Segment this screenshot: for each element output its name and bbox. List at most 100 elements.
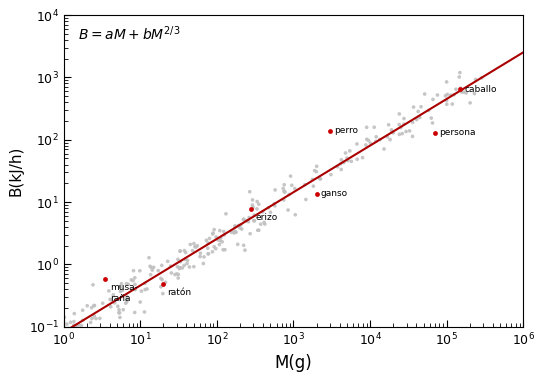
Point bbox=[383, 134, 392, 140]
Point bbox=[118, 287, 127, 293]
Point bbox=[252, 206, 261, 212]
Point bbox=[204, 251, 213, 257]
Point bbox=[148, 267, 157, 273]
Point bbox=[270, 201, 279, 207]
Point bbox=[215, 242, 224, 248]
Point bbox=[122, 280, 131, 287]
Point bbox=[171, 271, 179, 277]
Point bbox=[205, 235, 214, 241]
Point bbox=[456, 70, 464, 76]
Point bbox=[192, 244, 200, 250]
Point bbox=[280, 188, 288, 195]
Point bbox=[310, 168, 319, 174]
Point bbox=[122, 300, 130, 306]
Point bbox=[380, 146, 388, 152]
Point bbox=[193, 243, 201, 249]
Point bbox=[326, 171, 335, 177]
Point bbox=[409, 104, 418, 110]
Point bbox=[244, 218, 253, 225]
Point bbox=[117, 281, 126, 287]
Point bbox=[362, 124, 371, 130]
Point bbox=[455, 74, 464, 80]
Point bbox=[86, 320, 95, 326]
Point bbox=[159, 291, 167, 297]
Point bbox=[416, 104, 425, 110]
Point bbox=[141, 287, 149, 293]
Point bbox=[220, 232, 229, 238]
Point bbox=[143, 286, 151, 292]
Point bbox=[279, 185, 288, 192]
Point bbox=[343, 155, 351, 161]
Point bbox=[428, 120, 437, 126]
Point bbox=[280, 188, 289, 195]
Point bbox=[308, 176, 317, 182]
Point bbox=[216, 235, 225, 241]
Point bbox=[254, 227, 262, 233]
Point bbox=[285, 192, 293, 198]
Point bbox=[442, 97, 451, 103]
Point bbox=[384, 122, 393, 128]
Point bbox=[188, 248, 197, 254]
Text: ganso: ganso bbox=[321, 189, 348, 198]
Point bbox=[122, 293, 131, 299]
Point bbox=[129, 268, 138, 274]
Y-axis label: B(kJ/h): B(kJ/h) bbox=[8, 146, 23, 196]
Point bbox=[204, 245, 212, 251]
Point bbox=[233, 241, 242, 247]
Point bbox=[144, 255, 153, 261]
Point bbox=[166, 263, 175, 269]
Point bbox=[415, 114, 424, 120]
Point bbox=[270, 203, 279, 209]
Point bbox=[408, 133, 417, 139]
Point bbox=[156, 284, 165, 290]
Point bbox=[364, 138, 373, 144]
Point bbox=[249, 218, 258, 224]
Point bbox=[457, 89, 466, 95]
Point bbox=[209, 231, 217, 237]
Point bbox=[456, 86, 464, 92]
Point bbox=[462, 90, 470, 96]
Point bbox=[291, 212, 300, 218]
Point bbox=[180, 247, 188, 253]
Text: ratón: ratón bbox=[168, 288, 192, 298]
Point bbox=[106, 297, 115, 303]
Point bbox=[129, 277, 137, 283]
Point bbox=[230, 230, 238, 236]
Point bbox=[210, 226, 218, 233]
Point bbox=[77, 322, 86, 328]
Point bbox=[129, 286, 137, 292]
Point bbox=[312, 163, 321, 169]
Point bbox=[219, 228, 228, 234]
Point bbox=[402, 128, 411, 135]
Point bbox=[175, 266, 184, 272]
Point bbox=[222, 211, 230, 217]
Point bbox=[336, 161, 345, 167]
Point bbox=[386, 136, 394, 142]
Point bbox=[113, 303, 122, 309]
Point bbox=[315, 176, 324, 182]
Point bbox=[326, 128, 334, 134]
Point bbox=[291, 185, 299, 192]
Point bbox=[127, 277, 136, 283]
Point bbox=[389, 130, 397, 136]
Point bbox=[246, 231, 255, 237]
Point bbox=[146, 263, 154, 269]
Point bbox=[247, 206, 256, 212]
Point bbox=[258, 209, 267, 215]
Point bbox=[231, 224, 239, 230]
Point bbox=[181, 249, 190, 255]
Point bbox=[140, 309, 149, 315]
Point bbox=[231, 229, 239, 235]
Point bbox=[199, 260, 208, 266]
Point bbox=[280, 197, 288, 203]
Point bbox=[167, 270, 176, 276]
Point bbox=[157, 277, 166, 283]
Point bbox=[312, 191, 321, 197]
Text: persona: persona bbox=[439, 128, 476, 137]
Point bbox=[470, 90, 479, 97]
Point bbox=[236, 225, 244, 231]
Point bbox=[239, 217, 248, 223]
Point bbox=[387, 127, 396, 133]
Point bbox=[191, 244, 199, 250]
Point bbox=[176, 248, 185, 254]
